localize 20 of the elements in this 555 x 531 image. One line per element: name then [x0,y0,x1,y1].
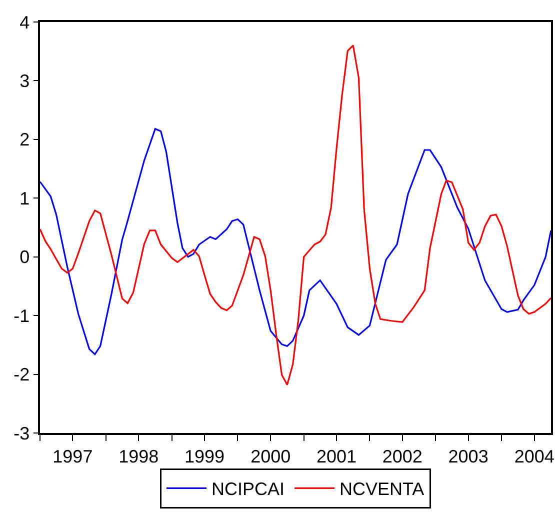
x-tick-label: 2001 [316,446,357,466]
x-tick-label: 2002 [382,446,422,466]
y-tick-label: -3 [14,423,30,444]
legend-label: NCVENTA [340,479,424,500]
y-tick-label: -2 [14,364,30,385]
y-tick-label: -1 [14,306,30,326]
line-series [40,44,551,386]
x-tick-label: 2003 [448,446,488,466]
x-tick-label: 1997 [52,446,93,466]
x-tick-label: 1998 [118,446,159,466]
legend-label: NCIPCAI [212,479,285,500]
x-tick-label: 2000 [250,446,291,466]
y-tick-label: 0 [20,247,30,268]
y-tick-label: 4 [20,12,30,32]
y-tick-label: 1 [20,188,30,208]
line-series [40,128,551,356]
x-tick-label: 2004 [514,446,554,466]
y-tick-label: 2 [20,130,30,150]
x-tick-label: 1999 [184,446,225,466]
y-tick-label: 3 [20,71,30,92]
